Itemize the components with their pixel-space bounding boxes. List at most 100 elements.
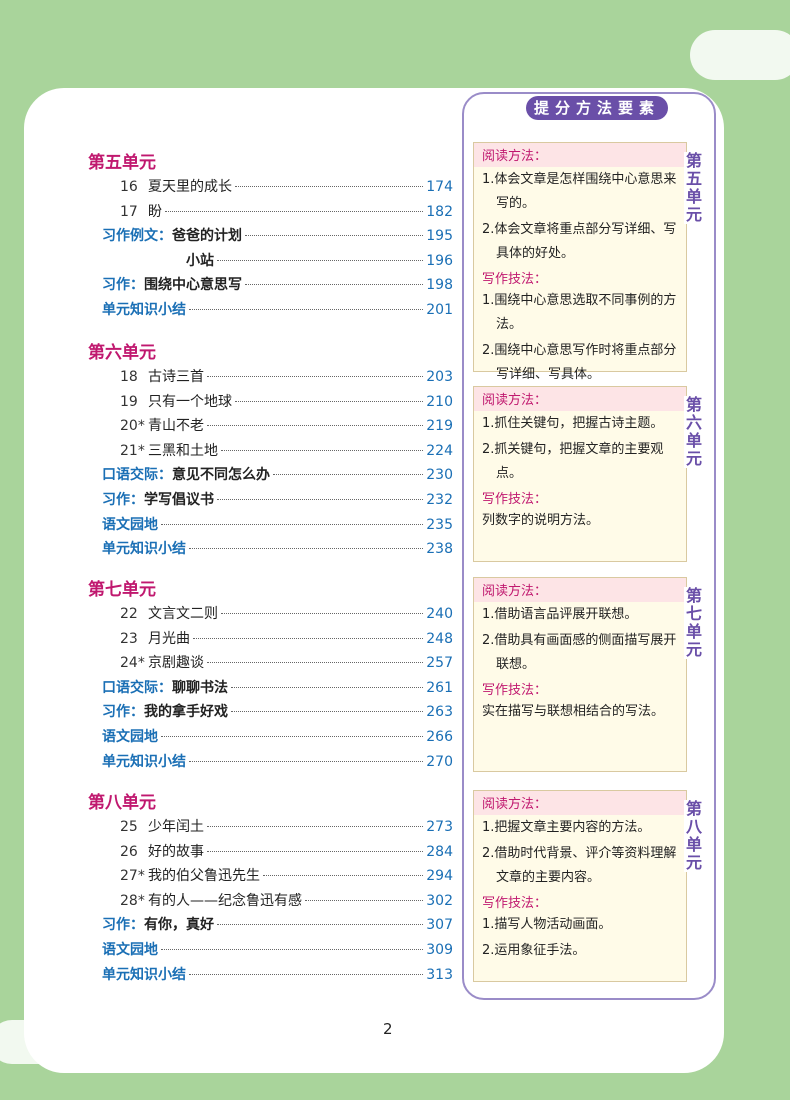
- unit-title: 第七单元: [88, 580, 156, 600]
- entry-title: 文言文二则: [148, 606, 218, 622]
- read-item: 2.体会文章将重点部分写详细、写具体的好处。: [482, 222, 677, 261]
- leader: [235, 400, 424, 402]
- toc-row: 16 夏天里的成长 174: [120, 176, 453, 198]
- method-box: 阅读方法： 1.把握文章主要内容的方法。 2.借助时代背景、评介等资料理解文章的主要…: [473, 790, 687, 982]
- page-ref: 196: [426, 252, 453, 269]
- toc-row: 24* 京剧趣谈 257: [120, 652, 453, 674]
- entry-title: 我的伯父鲁迅先生: [148, 868, 260, 885]
- unit-title: 第五单元: [88, 153, 156, 173]
- write-item: 1.围绕中心意思选取不同事例的方法。: [482, 293, 677, 332]
- method-box: 阅读方法： 1.抓住关键句，把握古诗主题。 2.抓关键句，把握文章的主要观点。写作技…: [473, 386, 687, 562]
- write-label: 写作技法：: [482, 272, 548, 287]
- write-item: 实在描写与联想相结合的写法。: [482, 704, 665, 719]
- page-ref: 240: [426, 606, 453, 622]
- toc-row: 单元知识小结 201: [102, 299, 453, 321]
- write-item: 2.运用象征手法。: [482, 943, 586, 958]
- leader: [161, 736, 424, 737]
- page-ref: 224: [426, 442, 453, 459]
- leader: [245, 284, 424, 286]
- entry-title: 古诗三首: [148, 369, 204, 385]
- method-box: 阅读方法： 1.借助语言品评展开联想。 2.借助具有画面感的侧面描写展开联想。 写作技…: [473, 577, 687, 772]
- toc-row: 单元知识小结 313: [102, 964, 453, 986]
- leader: [221, 449, 424, 451]
- entry-title: 小站: [186, 252, 214, 269]
- page-ref: 263: [426, 704, 453, 721]
- leader: [263, 875, 424, 877]
- leader: [273, 474, 424, 476]
- entry-title: 只有一个地球: [148, 393, 232, 410]
- entry-title: 好的故事: [148, 843, 204, 860]
- lesson-number: 24*: [120, 655, 145, 672]
- toc-row: 单元知识小结 238: [102, 538, 453, 560]
- page-ref: 182: [426, 203, 453, 220]
- page-ref: 248: [426, 630, 453, 647]
- entry-title: 爸爸的计划: [172, 228, 242, 245]
- unit-tab: 第六单元: [683, 396, 704, 468]
- toc-row: 27* 我的伯父鲁迅先生 294: [120, 865, 453, 887]
- read-item: 1.体会文章是怎样围绕中心意思来写的。: [482, 172, 677, 211]
- write-item: 1.描写人物活动画面。: [482, 917, 612, 932]
- toc-row: 口语交际： 聊聊书法 261: [102, 677, 453, 699]
- read-item: 2.借助时代背景、评介等资料理解文章的主要内容。: [482, 846, 677, 885]
- toc-row: 习作例文： 爸爸的计划 195: [102, 225, 453, 247]
- unit-tab: 第八单元: [683, 800, 704, 872]
- entry-label: 习作例文：: [102, 228, 172, 245]
- leader: [231, 711, 424, 713]
- entry-label: 口语交际：: [102, 467, 172, 484]
- read-item: 1.抓住关键句，把握古诗主题。: [482, 416, 664, 431]
- leader: [207, 850, 424, 852]
- toc-row: 口语交际： 意见不同怎么办 230: [102, 464, 453, 486]
- read-label: 阅读方法：: [474, 578, 686, 602]
- entry-label: 习作：: [102, 492, 144, 508]
- lesson-number: 18: [120, 369, 138, 385]
- entry-label: 习作：: [102, 277, 144, 294]
- read-item: 2.抓关键句，把握文章的主要观点。: [482, 442, 664, 481]
- entry-title: 盼: [148, 203, 162, 220]
- lesson-number: 20*: [120, 418, 145, 435]
- entry-title: 京剧趣谈: [148, 655, 204, 672]
- lesson-number: 17: [120, 203, 138, 220]
- entry-title: 围绕中心意思写: [144, 277, 242, 294]
- leader: [189, 548, 424, 550]
- page-ref: 284: [426, 843, 453, 860]
- read-item: 1.借助语言品评展开联想。: [482, 607, 638, 622]
- write-label: 写作技法：: [482, 492, 548, 507]
- read-label: 阅读方法：: [474, 387, 686, 411]
- lesson-number: 21*: [120, 442, 145, 459]
- lesson-number: 26: [120, 843, 138, 860]
- leader: [235, 186, 424, 187]
- entry-title: 聊聊书法: [172, 679, 228, 696]
- page-ref: 302: [426, 892, 453, 909]
- unit-title: 第八单元: [88, 793, 156, 813]
- page-ref: 273: [426, 819, 453, 835]
- leader: [189, 760, 424, 762]
- page-ref: 174: [426, 179, 453, 195]
- entry-label: 习作：: [102, 917, 144, 934]
- page-ref: 266: [426, 729, 453, 745]
- entry-label: 语文园地: [102, 729, 158, 745]
- page-number: 2: [383, 1020, 393, 1038]
- leader: [305, 899, 424, 901]
- cloud: [690, 30, 790, 80]
- toc-row: 语文园地 235: [102, 514, 453, 536]
- leader: [161, 949, 424, 950]
- entry-label: 单元知识小结: [102, 541, 186, 558]
- toc-row: 17 盼 182: [120, 201, 453, 223]
- entry-label: 习作：: [102, 704, 144, 721]
- page-ref: 307: [426, 917, 453, 934]
- leader: [207, 425, 424, 427]
- leader: [217, 924, 424, 926]
- page-ref: 257: [426, 655, 453, 672]
- write-item: 列数字的说明方法。: [482, 513, 600, 528]
- page-ref: 261: [426, 679, 453, 696]
- page-ref: 238: [426, 541, 453, 558]
- page-ref: 210: [426, 393, 453, 410]
- entry-title: 我的拿手好戏: [144, 704, 228, 721]
- page-ref: 294: [426, 868, 453, 885]
- entry-label: 单元知识小结: [102, 966, 186, 983]
- entry-title: 意见不同怎么办: [172, 467, 270, 484]
- unit-title: 第六单元: [88, 343, 156, 363]
- read-label: 阅读方法：: [474, 791, 686, 815]
- toc-row: 语文园地 266: [102, 726, 453, 748]
